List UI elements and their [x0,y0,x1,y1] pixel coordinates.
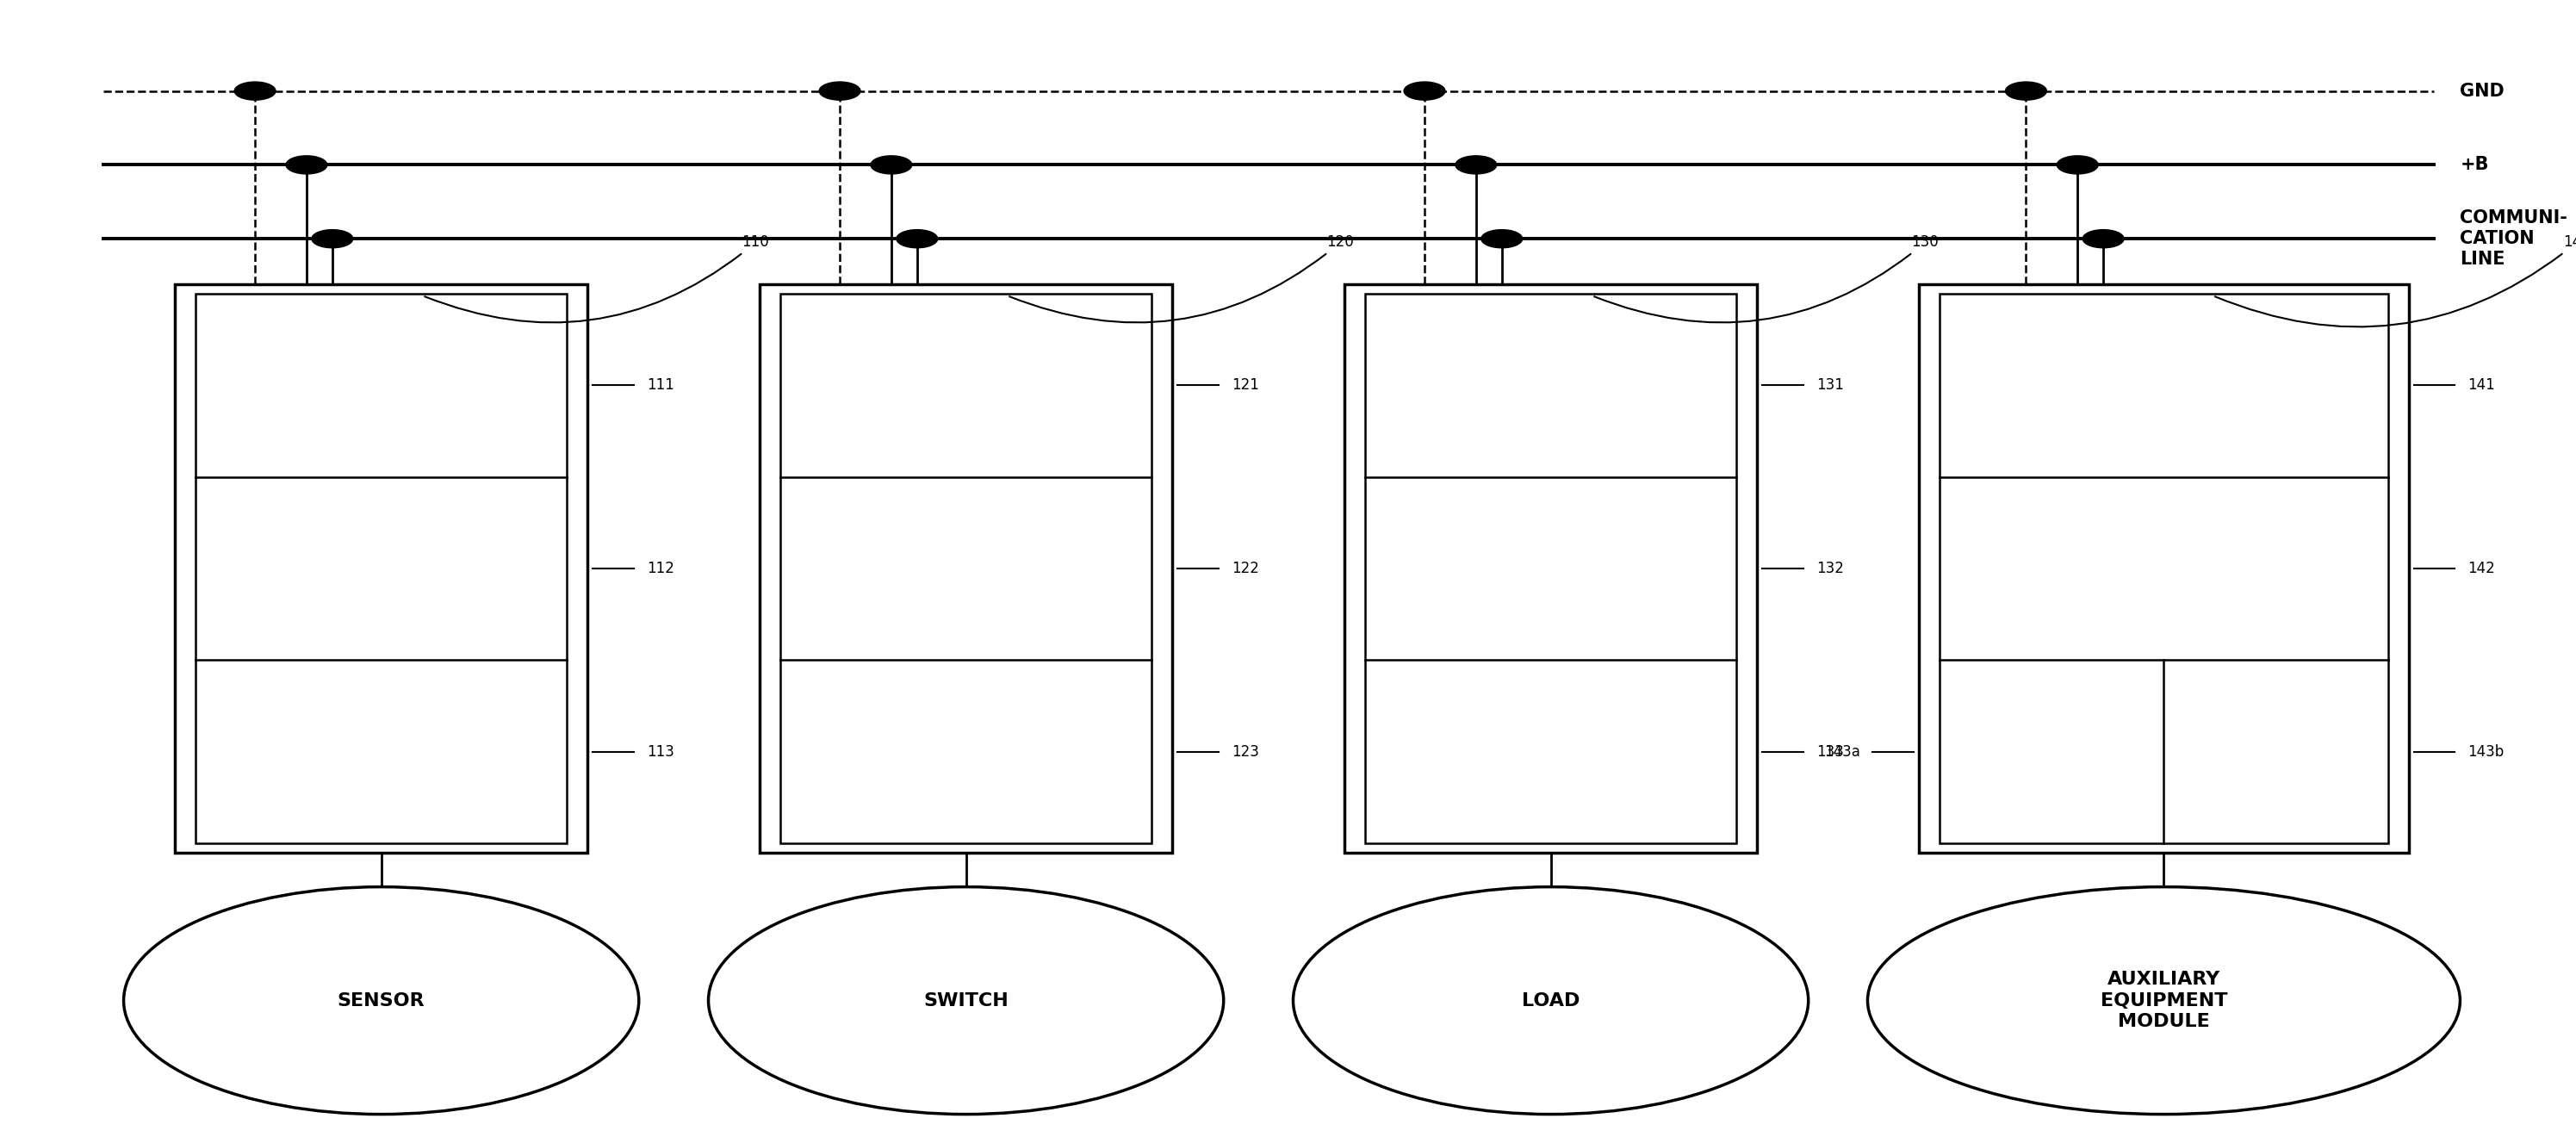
Circle shape [871,156,912,174]
Bar [781,293,1151,844]
Ellipse shape [124,887,639,1114]
Text: COMMUNICATION
PORTION: COMMUNICATION PORTION [1468,367,1633,402]
Circle shape [234,82,276,100]
Text: CONTROL
PORTION: CONTROL PORTION [1507,550,1595,587]
Ellipse shape [1293,887,1808,1114]
Circle shape [2004,82,2045,100]
Text: +B: +B [2460,156,2488,174]
Text: I/O
PORTION: I/O PORTION [2009,735,2094,770]
Text: COMMUNICATION
PORTION: COMMUNICATION PORTION [2081,367,2246,402]
Circle shape [1455,156,1497,174]
Text: DRIVE PORTION: DRIVE PORTION [1476,744,1625,761]
Circle shape [2056,156,2097,174]
Text: AUXILIARY
EQUIPMENT
MODULE: AUXILIARY EQUIPMENT MODULE [2099,971,2228,1030]
Text: 133: 133 [1816,745,1844,760]
Bar [175,284,587,853]
Text: 120: 120 [1010,234,1355,323]
Text: 121: 121 [1231,377,1260,392]
Text: 141: 141 [2468,377,2496,392]
Text: 123: 123 [1231,745,1260,760]
Bar [196,293,567,844]
Text: 140: 140 [2215,234,2576,326]
Circle shape [819,82,860,100]
Circle shape [286,156,327,174]
Text: 143b: 143b [2468,745,2504,760]
Bar [1365,293,1736,844]
Text: DRIVE
PORTION: DRIVE PORTION [2233,735,2318,770]
Bar [1919,284,2409,853]
Circle shape [2081,230,2123,248]
Text: 111: 111 [647,377,675,392]
Text: CONTROL
PORTION: CONTROL PORTION [922,550,1010,587]
Text: COMMUNI-
CATION
LINE: COMMUNI- CATION LINE [2460,209,2568,268]
Ellipse shape [708,887,1224,1114]
Text: 143a: 143a [1824,745,1860,760]
Text: GND: GND [2460,82,2504,100]
Text: 113: 113 [647,745,675,760]
Text: I/O PORTION: I/O PORTION [322,744,440,761]
Text: LOAD: LOAD [1522,991,1579,1010]
Text: 132: 132 [1816,561,1844,576]
Text: 122: 122 [1231,561,1260,576]
Text: 112: 112 [647,561,675,576]
Text: 130: 130 [1595,234,1940,323]
Text: COMMUNICATION
PORTION: COMMUNICATION PORTION [884,367,1048,402]
Circle shape [1481,230,1522,248]
Text: 110: 110 [425,234,770,323]
Circle shape [1404,82,1445,100]
Bar [1940,293,2388,844]
Circle shape [312,230,353,248]
Text: COMMUNICATION
PORTION: COMMUNICATION PORTION [299,367,464,402]
Ellipse shape [1868,887,2460,1114]
Bar [760,284,1172,853]
Text: 131: 131 [1816,377,1844,392]
Text: SWITCH: SWITCH [922,991,1010,1010]
Text: SENSOR: SENSOR [337,991,425,1010]
Text: CONTROL
PORTION: CONTROL PORTION [337,550,425,587]
Text: I/O PORTION: I/O PORTION [907,744,1025,761]
Text: 142: 142 [2468,561,2496,576]
Circle shape [896,230,938,248]
Text: CONTROL
PORTION: CONTROL PORTION [2120,550,2208,587]
Bar [1345,284,1757,853]
